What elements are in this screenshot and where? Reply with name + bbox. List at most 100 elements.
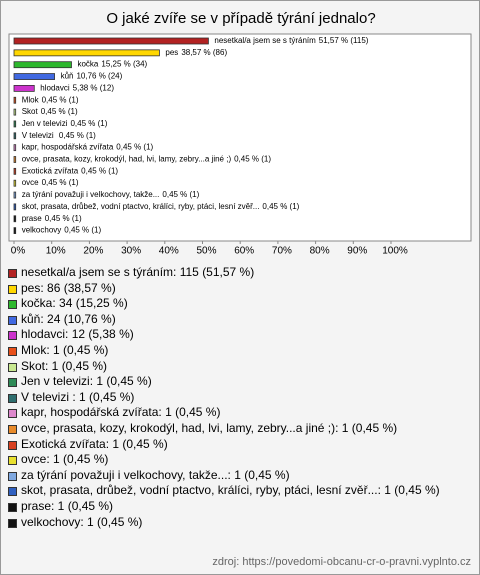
bar-value-label: 5,38 % (12) — [73, 84, 115, 93]
bar — [13, 144, 17, 152]
legend-item: kapr, hospodářská zvířata: 1 (0,45 %) — [7, 405, 469, 421]
legend-item: za týrání považuji i velkochovy, takže..… — [7, 468, 469, 484]
source: zdroj: https://povedomi-obcanu-cr-o-prav… — [212, 556, 471, 568]
bar-category: kočka — [77, 60, 98, 69]
x-tick-label: 80% — [310, 246, 330, 257]
bar-value-label: 0,45 % (1) — [81, 166, 118, 175]
legend-label: Skot: 1 (0,45 %) — [21, 358, 108, 373]
legend-swatch — [8, 269, 17, 278]
x-tick-label: 70% — [272, 246, 292, 257]
bar-value-label: 0,45 % (1) — [70, 119, 107, 128]
bar-category: velkochovy — [22, 226, 62, 235]
legend: nesetkal/a jsem se s týráním: 115 (51,57… — [7, 265, 469, 530]
bar-category: pes — [165, 48, 178, 57]
bar-value-label: 15,25 % (34) — [101, 60, 147, 69]
legend-swatch — [8, 409, 17, 419]
x-tick-label: 90% — [347, 246, 367, 257]
legend-item: Mlok: 1 (0,45 %) — [7, 343, 469, 359]
bar-label: kůň 10,76 % (24) — [61, 72, 123, 81]
x-tick-label: 50% — [196, 246, 216, 257]
legend-swatch — [8, 362, 17, 372]
legend-swatch — [8, 518, 17, 528]
bar-category: skot, prasata, drůbež, vodní ptactvo, kr… — [22, 202, 260, 211]
chart-title: O jaké zvíře se v případě týrání jednalo… — [106, 10, 375, 27]
bar-value-label: 51,57 % (115) — [319, 36, 369, 45]
bar-category: za týrání považuji i velkochovy, takže..… — [22, 190, 160, 199]
legend-swatch — [8, 315, 17, 325]
legend-label: Exotická zvířata: 1 (0,45 %) — [21, 436, 168, 451]
bar — [13, 191, 17, 199]
bar-label: Skot 0,45 % (1) — [22, 107, 78, 116]
legend-label: skot, prasata, drůbež, vodní ptactvo, kr… — [21, 483, 440, 498]
bar-label: skot, prasata, drůbež, vodní ptactvo, kr… — [22, 202, 300, 211]
legend-label: za týrání považuji i velkochovy, takže..… — [21, 467, 290, 482]
bar-category: ovce — [22, 178, 39, 187]
legend-label: hlodavci: 12 (5,38 %) — [21, 327, 134, 342]
bar — [13, 49, 160, 57]
legend-label: pes: 86 (38,57 %) — [21, 280, 116, 295]
bar-label: ovce 0,45 % (1) — [22, 178, 79, 187]
bar-value-label: 0,45 % (1) — [262, 202, 299, 211]
bar-value-label: 0,45 % (1) — [41, 107, 78, 116]
legend-item: ovce, prasata, kozy, krokodýl, had, lvi,… — [7, 421, 469, 437]
x-tick-label: 60% — [234, 246, 254, 257]
legend-swatch — [8, 487, 17, 497]
legend-item: kočka: 34 (15,25 %) — [7, 296, 469, 312]
bar-value-label: 0,45 % (1) — [42, 178, 79, 187]
x-tick-label: 20% — [83, 246, 103, 257]
bar-value-label: 0,45 % (1) — [45, 214, 82, 223]
legend-label: ovce: 1 (0,45 %) — [21, 452, 109, 467]
legend-swatch — [8, 440, 17, 450]
bar-category: V televizi — [22, 131, 56, 140]
bar-label: kapr, hospodářská zvířata 0,45 % (1) — [22, 143, 154, 152]
bar — [13, 179, 17, 187]
legend-item: nesetkal/a jsem se s týráním: 115 (51,57… — [7, 265, 469, 281]
bar-label: hlodavci 5,38 % (12) — [40, 84, 114, 93]
legend-item: Skot: 1 (0,45 %) — [7, 359, 469, 375]
bar — [13, 215, 17, 223]
legend-swatch — [8, 331, 17, 341]
legend-item: ovce: 1 (0,45 %) — [7, 452, 469, 468]
bar-category: nesetkal/a jsem se s týráním — [214, 36, 316, 45]
x-tick-label: 0% — [11, 246, 26, 257]
legend-label: nesetkal/a jsem se s týráním: 115 (51,57… — [21, 265, 255, 279]
bar — [13, 203, 17, 211]
bar-label: V televizi 0,45 % (1) — [22, 131, 96, 140]
chart: O jaké zvíře se v případě týrání jednalo… — [8, 10, 472, 257]
legend-label: Mlok: 1 (0,45 %) — [21, 342, 109, 357]
bar — [13, 227, 17, 235]
legend-swatch — [8, 378, 17, 388]
bar-label: velkochovy 0,45 % (1) — [22, 226, 102, 235]
legend-swatch — [8, 393, 17, 403]
bar-label: za týrání považuji i velkochovy, takže..… — [22, 190, 200, 199]
x-tick-label: 10% — [46, 246, 66, 257]
legend-swatch — [8, 424, 17, 434]
legend-swatch — [8, 284, 17, 294]
bar-label: nesetkal/a jsem se s týráním 51,57 % (115… — [214, 36, 368, 45]
legend-swatch — [8, 346, 17, 356]
bar-label: Exotická zvířata 0,45 % (1) — [22, 166, 119, 175]
bar-category: hlodavci — [40, 84, 70, 93]
bar-label: prase 0,45 % (1) — [22, 214, 82, 223]
legend-label: kůň: 24 (10,76 %) — [21, 311, 116, 326]
bar — [13, 108, 17, 116]
bar-label: Mlok 0,45 % (1) — [22, 95, 79, 104]
bar — [13, 120, 17, 128]
legend-item: Jen v televizi: 1 (0,45 %) — [7, 374, 469, 390]
bar-value-label: 0,45 % (1) — [59, 131, 96, 140]
bar-value-label: 10,76 % (24) — [76, 72, 122, 81]
bar-category: Jen v televizi — [22, 119, 68, 128]
bar-value-label: 0,45 % (1) — [42, 95, 79, 104]
legend-swatch — [8, 471, 17, 481]
plot-area — [8, 33, 472, 242]
bar — [13, 61, 72, 69]
bar-value-label: 0,45 % (1) — [64, 226, 101, 235]
bar — [13, 96, 17, 104]
bar-category: ovce, prasata, kozy, krokodýl, had, lvi,… — [22, 155, 232, 164]
bar — [13, 167, 17, 175]
bar-category: kapr, hospodářská zvířata — [22, 143, 114, 152]
legend-item: skot, prasata, drůbež, vodní ptactvo, kr… — [7, 483, 469, 499]
bar-value-label: 0,45 % (1) — [162, 190, 199, 199]
x-tick-label: 30% — [121, 246, 141, 257]
